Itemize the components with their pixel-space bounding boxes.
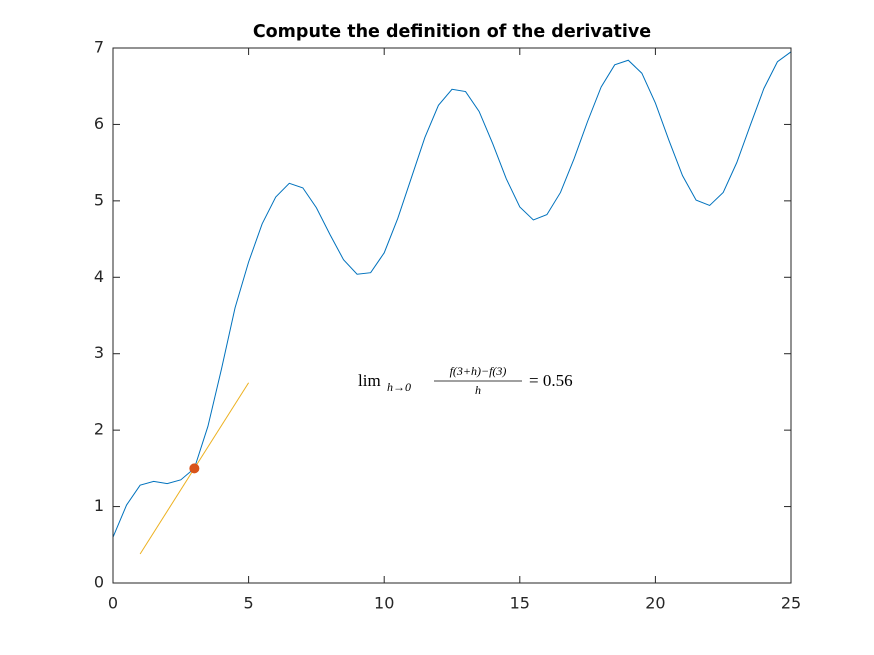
- y-tick-label: 1: [94, 496, 104, 515]
- chart-title: Compute the definition of the derivative: [253, 22, 651, 42]
- annotation-denominator: h: [475, 383, 481, 397]
- x-tick-label: 25: [781, 594, 801, 613]
- x-tick-label: 5: [244, 594, 254, 613]
- annotation-lim: lim: [358, 371, 381, 390]
- data-line: [112, 51, 792, 538]
- annotation-numerator: f(3+h)−f(3): [450, 364, 507, 378]
- y-tick-label: 7: [94, 38, 104, 57]
- y-tick-label: 4: [94, 267, 104, 286]
- annotation-result: = 0.56: [529, 371, 573, 390]
- y-tick-label: 6: [94, 114, 104, 133]
- x-tick-label: 10: [374, 594, 394, 613]
- x-tick-label: 20: [645, 594, 665, 613]
- y-tick-label: 3: [94, 343, 104, 362]
- y-tick-label: 5: [94, 190, 104, 209]
- x-tick-label: 15: [510, 594, 530, 613]
- annotation-sub: h→0: [387, 380, 411, 394]
- y-tick-label: 0: [94, 573, 104, 592]
- y-tick-label: 2: [94, 420, 104, 439]
- x-tick-label: 0: [108, 594, 118, 613]
- point: [189, 463, 200, 474]
- axes-box: [112, 47, 792, 584]
